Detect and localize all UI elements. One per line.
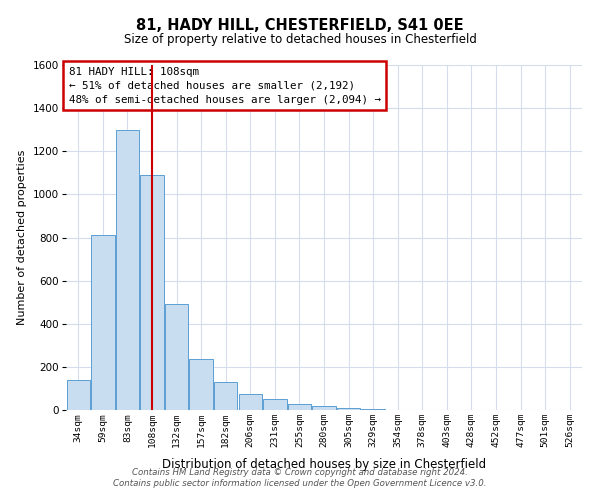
Text: 81, HADY HILL, CHESTERFIELD, S41 0EE: 81, HADY HILL, CHESTERFIELD, S41 0EE [136,18,464,32]
Bar [91,236,115,410]
Text: Contains HM Land Registry data © Crown copyright and database right 2024.
Contai: Contains HM Land Registry data © Crown c… [113,468,487,487]
Bar [190,360,213,410]
Bar [361,409,385,410]
Bar [239,394,262,410]
Bar [337,408,360,410]
Text: 81 HADY HILL: 108sqm
← 51% of detached houses are smaller (2,192)
48% of semi-de: 81 HADY HILL: 108sqm ← 51% of detached h… [68,66,380,104]
Text: Size of property relative to detached houses in Chesterfield: Size of property relative to detached ho… [124,32,476,46]
Bar [214,382,238,410]
X-axis label: Distribution of detached houses by size in Chesterfield: Distribution of detached houses by size … [162,458,486,471]
Bar [313,406,335,410]
Bar [140,175,164,410]
Bar [116,130,139,410]
Bar [67,380,90,410]
Bar [288,404,311,410]
Bar [165,304,188,410]
Y-axis label: Number of detached properties: Number of detached properties [17,150,27,325]
Bar [263,399,287,410]
